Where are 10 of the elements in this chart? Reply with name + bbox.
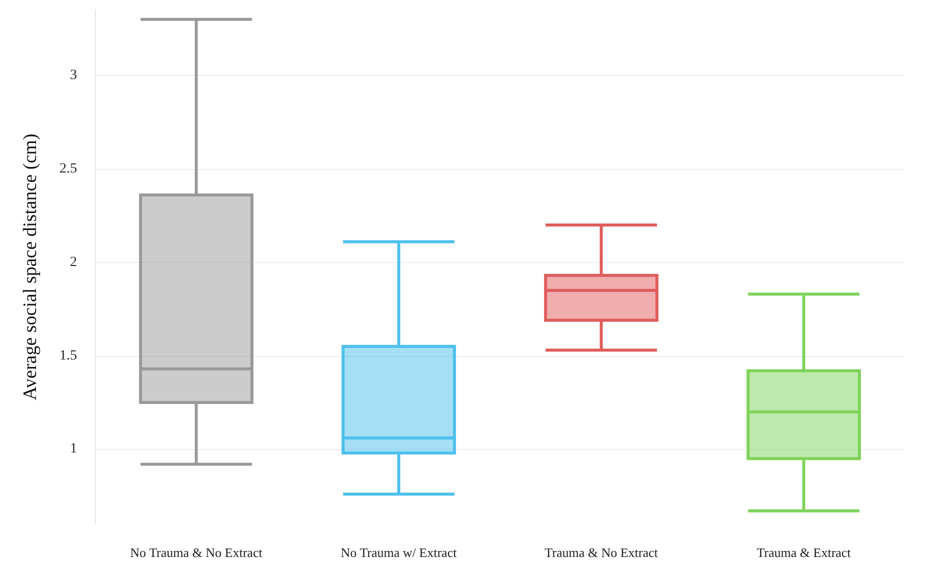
x-tick-label: No Trauma w/ Extract [340,545,458,560]
y-tick-label: 2 [70,254,77,270]
y-tick-label: 2.5 [60,161,77,176]
y-axis-title: Average social space distance (cm) [20,134,41,400]
x-tick-label: No Trauma & No Extract [130,545,263,560]
x-tick-label: Trauma & No Extract [544,545,658,560]
y-tick-label: 1 [70,442,77,457]
y-tick-label: 1.5 [60,348,77,364]
x-tick-label: Trauma & Extract [756,545,852,560]
y-tick-label: 3 [70,68,77,83]
